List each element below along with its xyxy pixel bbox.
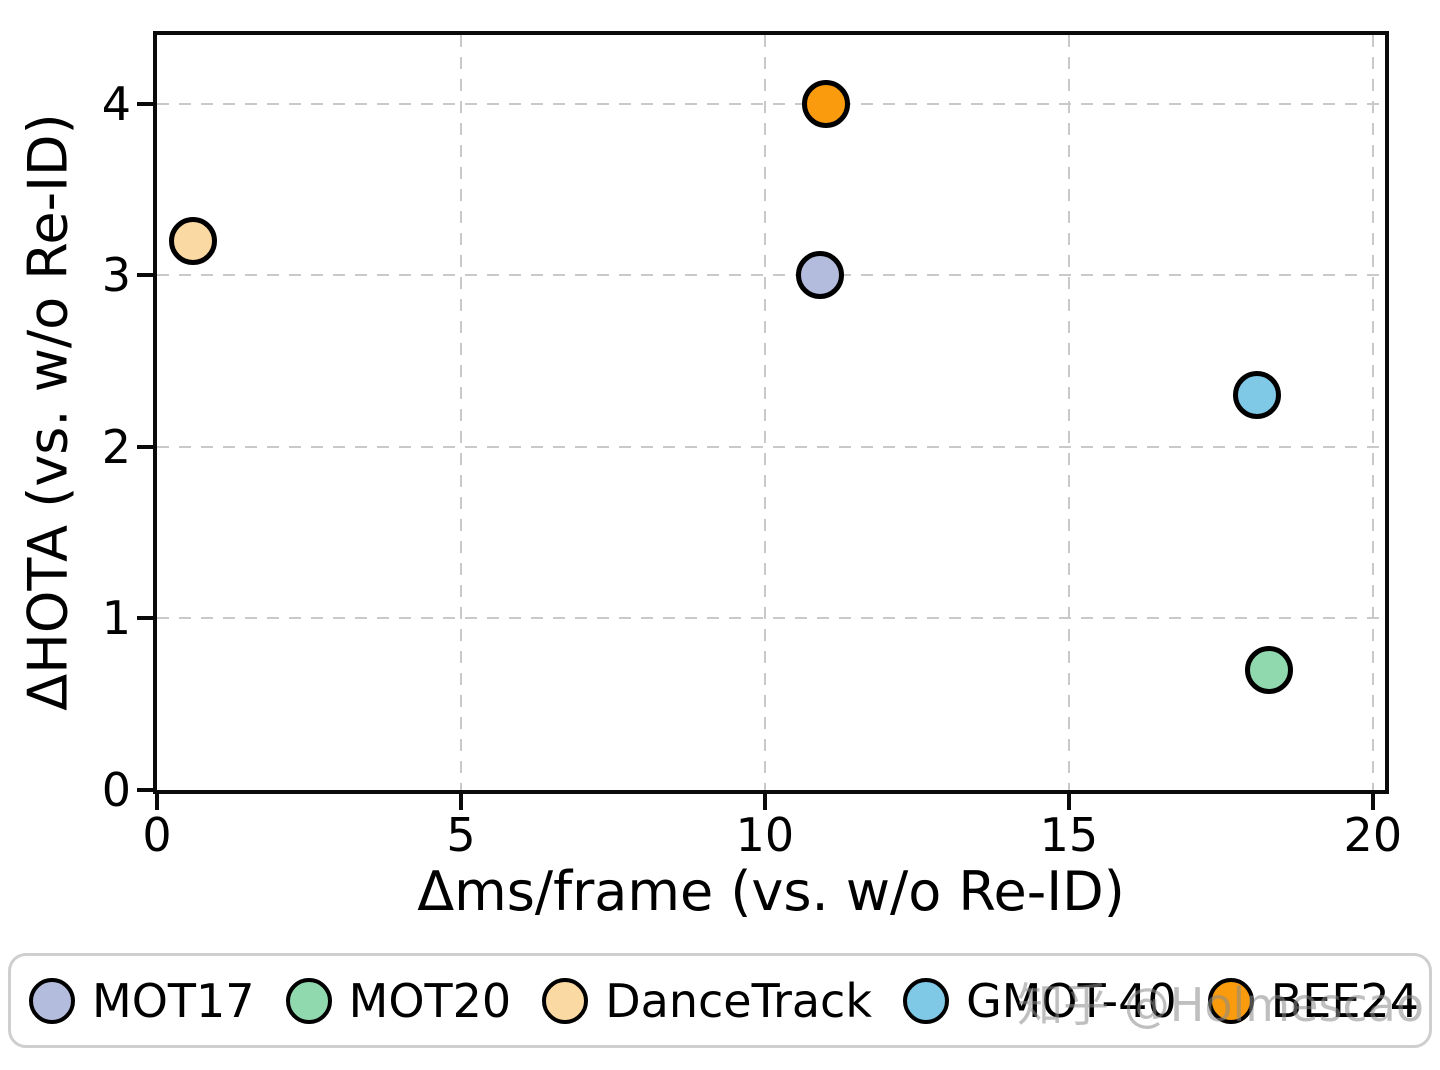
legend-marker-mot20-icon — [285, 977, 332, 1024]
x-tick-mark-10 — [762, 794, 767, 810]
legend-label-gmot-40: GMOT-40 — [966, 973, 1177, 1028]
gridline-x-5 — [459, 35, 462, 790]
legend-label-dancetrack: DanceTrack — [605, 973, 872, 1028]
x-tick-label-15: 15 — [1039, 808, 1099, 862]
legend-label-mot17: MOT17 — [92, 973, 255, 1028]
gridline-x-20 — [1371, 35, 1374, 790]
legend-label-bee24: BEE24 — [1270, 973, 1419, 1028]
x-tick-mark-15 — [1066, 794, 1071, 810]
x-axis-label: Δms/frame (vs. w/o Re-ID) — [417, 860, 1125, 923]
data-point-bee24 — [801, 79, 850, 128]
y-tick-label-1: 1 — [101, 591, 131, 646]
x-tick-mark-0 — [155, 794, 159, 810]
gridline-x-15 — [1067, 35, 1070, 790]
y-tick-mark-2 — [137, 444, 153, 449]
gridline-y-2 — [157, 445, 1385, 448]
x-tick-mark-5 — [458, 794, 463, 810]
y-tick-label-4: 4 — [101, 76, 131, 131]
legend-marker-dancetrack-icon — [542, 977, 589, 1024]
legend-marker-bee24-icon — [1207, 977, 1254, 1024]
chart-legend: MOT17 MOT20 DanceTrack GMOT-40 BEE24 — [8, 953, 1432, 1048]
data-point-mot20 — [1245, 645, 1294, 694]
gridline-y-3 — [157, 274, 1385, 277]
x-tick-label-0: 0 — [142, 808, 172, 862]
plot-area — [153, 31, 1389, 794]
legend-marker-gmot-40-icon — [903, 977, 950, 1024]
data-point-mot17 — [795, 251, 844, 300]
legend-item-mot17: MOT17 — [29, 973, 255, 1028]
gridline-y-4 — [157, 102, 1385, 105]
legend-label-mot20: MOT20 — [348, 973, 512, 1028]
gridline-x-10 — [763, 35, 766, 790]
y-tick-mark-1 — [137, 616, 153, 621]
x-tick-label-10: 10 — [735, 808, 795, 862]
x-tick-label-20: 20 — [1343, 808, 1403, 862]
x-tick-label-5: 5 — [446, 808, 476, 862]
data-point-dancetrack — [169, 216, 218, 265]
y-tick-mark-4 — [137, 101, 153, 106]
legend-marker-mot17-icon — [29, 977, 75, 1024]
data-point-gmot-40 — [1233, 371, 1282, 420]
gridline-y-1 — [157, 617, 1385, 620]
legend-item-mot20: MOT20 — [285, 973, 512, 1028]
y-tick-mark-0 — [137, 788, 153, 792]
y-tick-label-2: 2 — [101, 419, 131, 474]
x-tick-mark-20 — [1370, 794, 1375, 810]
legend-item-dancetrack: DanceTrack — [542, 973, 872, 1028]
legend-item-bee24: BEE24 — [1207, 973, 1419, 1028]
y-tick-label-0: 0 — [101, 763, 131, 817]
y-tick-mark-3 — [137, 273, 153, 278]
y-tick-label-3: 3 — [101, 248, 131, 303]
legend-item-gmot-40: GMOT-40 — [903, 973, 1177, 1028]
